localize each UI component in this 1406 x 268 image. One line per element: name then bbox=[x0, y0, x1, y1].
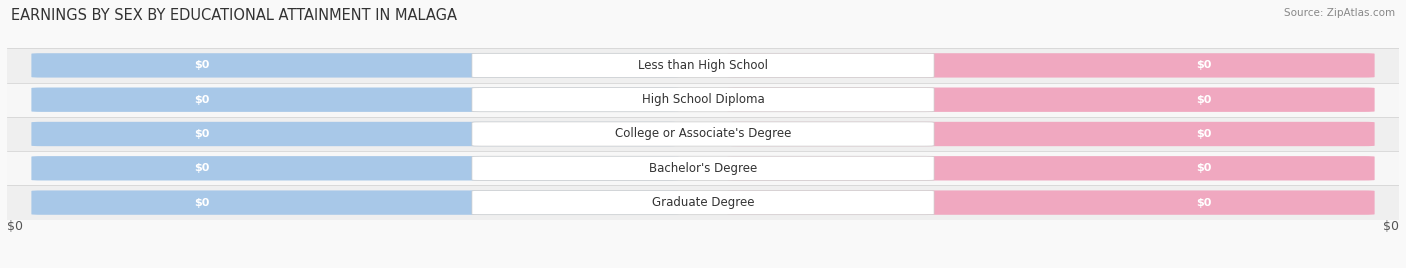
Text: Less than High School: Less than High School bbox=[638, 59, 768, 72]
Bar bbox=[7, 48, 1399, 83]
Text: $0: $0 bbox=[194, 129, 209, 139]
FancyBboxPatch shape bbox=[31, 191, 679, 215]
Text: $0: $0 bbox=[1197, 95, 1212, 105]
Text: $0: $0 bbox=[194, 60, 209, 70]
Text: Graduate Degree: Graduate Degree bbox=[652, 196, 754, 209]
Text: $0: $0 bbox=[194, 198, 209, 208]
Text: $0: $0 bbox=[7, 220, 22, 233]
Text: High School Diploma: High School Diploma bbox=[641, 93, 765, 106]
FancyBboxPatch shape bbox=[31, 156, 679, 180]
Text: $0: $0 bbox=[194, 163, 209, 173]
FancyBboxPatch shape bbox=[727, 122, 1375, 146]
Text: $0: $0 bbox=[194, 95, 209, 105]
Text: EARNINGS BY SEX BY EDUCATIONAL ATTAINMENT IN MALAGA: EARNINGS BY SEX BY EDUCATIONAL ATTAINMEN… bbox=[11, 8, 457, 23]
Text: $0: $0 bbox=[1384, 220, 1399, 233]
FancyBboxPatch shape bbox=[727, 156, 1375, 180]
Bar bbox=[7, 117, 1399, 151]
FancyBboxPatch shape bbox=[472, 53, 934, 77]
Text: Bachelor's Degree: Bachelor's Degree bbox=[650, 162, 756, 175]
Text: $0: $0 bbox=[1197, 60, 1212, 70]
Text: Source: ZipAtlas.com: Source: ZipAtlas.com bbox=[1284, 8, 1395, 18]
FancyBboxPatch shape bbox=[727, 191, 1375, 215]
Text: College or Associate's Degree: College or Associate's Degree bbox=[614, 128, 792, 140]
FancyBboxPatch shape bbox=[31, 88, 679, 112]
Bar bbox=[7, 83, 1399, 117]
FancyBboxPatch shape bbox=[727, 53, 1375, 77]
FancyBboxPatch shape bbox=[472, 191, 934, 215]
Text: $0: $0 bbox=[1197, 198, 1212, 208]
Bar bbox=[7, 151, 1399, 185]
Text: $0: $0 bbox=[1197, 163, 1212, 173]
FancyBboxPatch shape bbox=[472, 156, 934, 180]
FancyBboxPatch shape bbox=[31, 53, 679, 77]
FancyBboxPatch shape bbox=[472, 88, 934, 112]
FancyBboxPatch shape bbox=[31, 122, 679, 146]
FancyBboxPatch shape bbox=[727, 88, 1375, 112]
FancyBboxPatch shape bbox=[472, 122, 934, 146]
Bar bbox=[7, 185, 1399, 220]
Text: $0: $0 bbox=[1197, 129, 1212, 139]
